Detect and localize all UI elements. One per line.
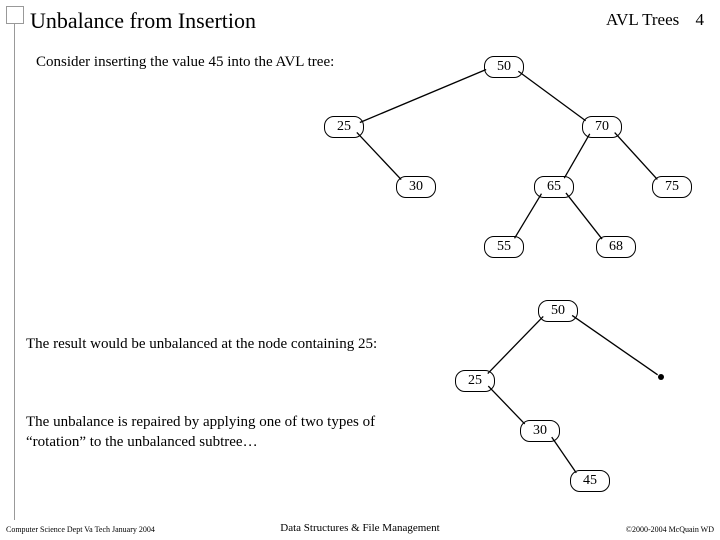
tree1-node-75: 75 (652, 176, 692, 198)
tree1-node-30: 30 (396, 176, 436, 198)
footer-right: ©2000-2004 McQuain WD (626, 525, 714, 534)
tree2-node-45: 45 (570, 470, 610, 492)
left-rule (14, 24, 15, 520)
rotation-text-line1: The unbalance is repaired by applying on… (26, 414, 375, 431)
tree1-node-65: 65 (534, 176, 574, 198)
tree1-node-68: 68 (596, 236, 636, 258)
header-right: AVL Trees 4 (606, 10, 704, 30)
slide-title: Unbalance from Insertion (30, 8, 256, 34)
tree2-node-50: 50 (538, 300, 578, 322)
tree1-node-70: 70 (582, 116, 622, 138)
tree2-node-25: 25 (455, 370, 495, 392)
footer-left: Computer Science Dept Va Tech January 20… (6, 525, 155, 534)
rotation-text-line2: “rotation” to the unbalanced subtree… (26, 434, 258, 451)
slide: Unbalance from Insertion AVL Trees 4 Con… (0, 0, 720, 540)
tree1-node-55: 55 (484, 236, 524, 258)
tree2-edges (0, 0, 720, 540)
result-text: The result would be unbalanced at the no… (26, 336, 377, 353)
section-label: AVL Trees (606, 10, 679, 29)
tree2-node-30: 30 (520, 420, 560, 442)
tree2-subtree-dot (658, 374, 664, 380)
corner-decor (6, 6, 24, 24)
tree1-node-50: 50 (484, 56, 524, 78)
intro-text: Consider inserting the value 45 into the… (36, 54, 334, 71)
footer-center: Data Structures & File Management (280, 522, 439, 534)
page-number: 4 (696, 10, 705, 29)
tree1-node-25: 25 (324, 116, 364, 138)
